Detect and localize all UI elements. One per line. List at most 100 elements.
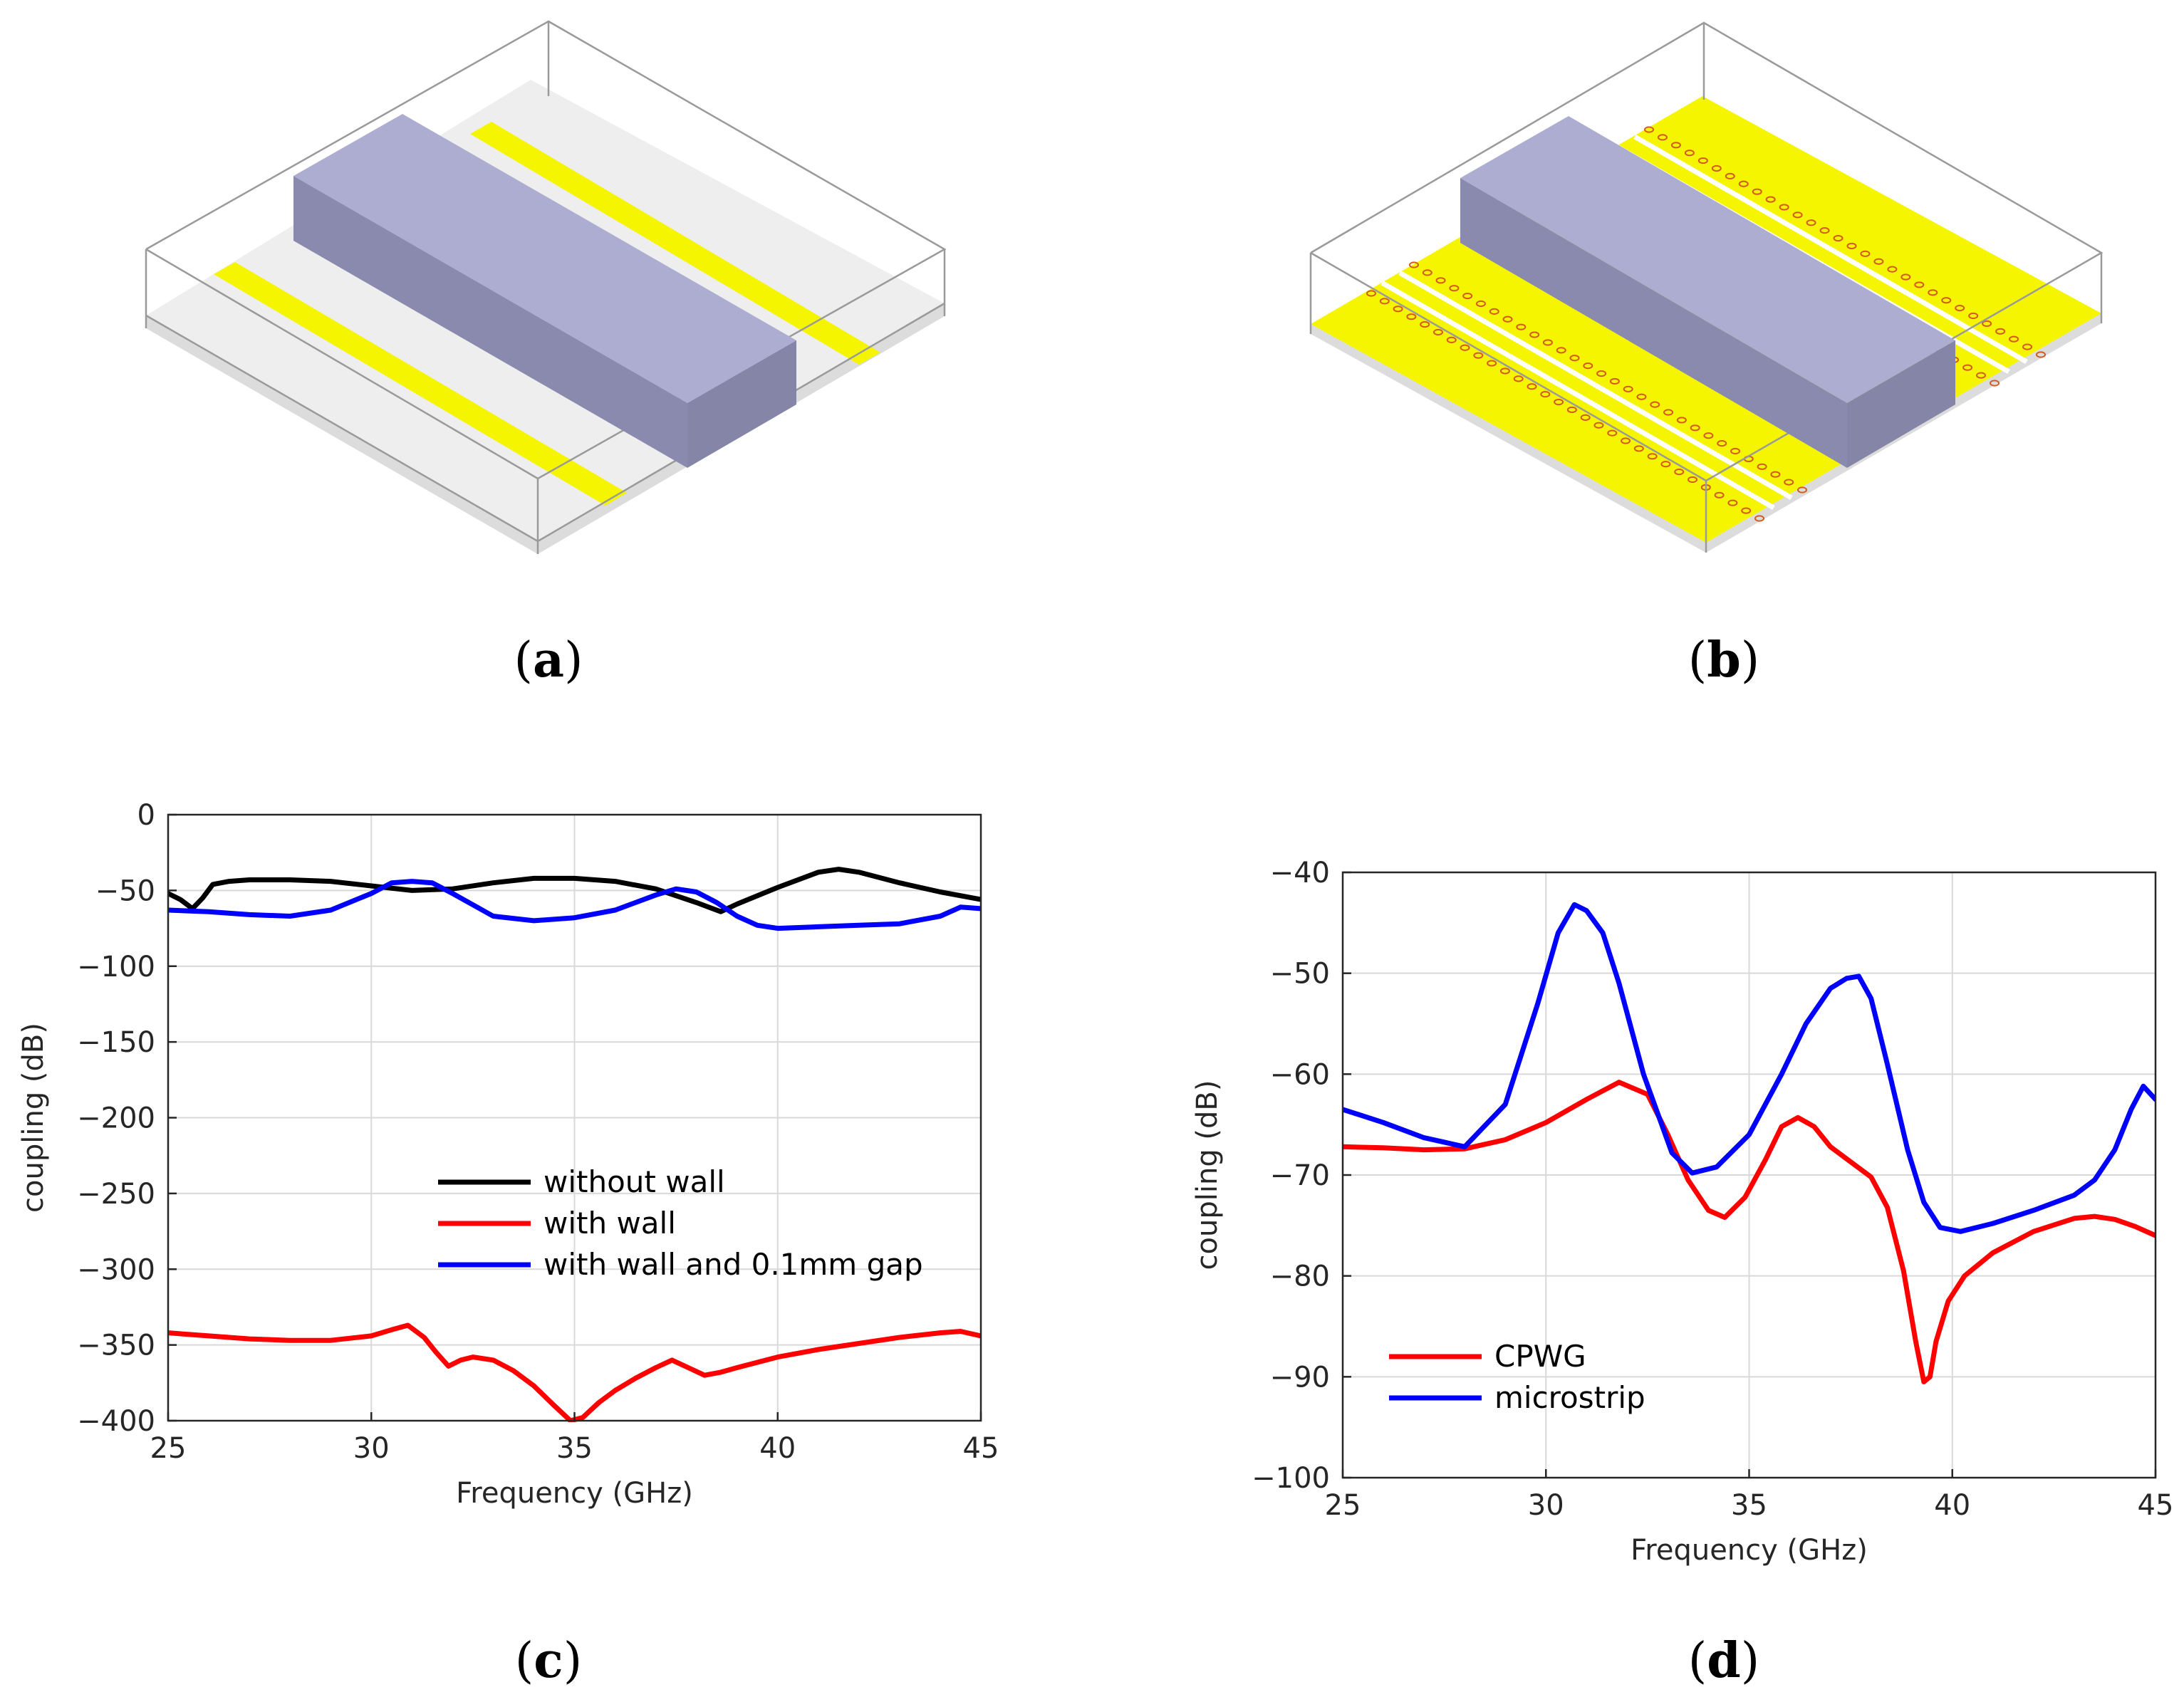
y-tick-label: −200 [77, 1102, 155, 1135]
via-hole [1435, 277, 1446, 284]
via-hole [1527, 383, 1537, 390]
via-hole [1393, 306, 1403, 313]
via-hole [1650, 401, 1660, 408]
panel-a-model [145, 20, 947, 554]
x-tick-label: 45 [2138, 1489, 2174, 1522]
y-tick-label: −150 [77, 1026, 155, 1059]
panel-d-caption: (d) [1688, 1632, 1760, 1689]
y-tick-label: −90 [1270, 1361, 1330, 1394]
via-hole [1770, 471, 1781, 478]
via-hole [1784, 479, 1794, 486]
via-hole [1540, 391, 1551, 398]
y-tick-label: −400 [77, 1405, 155, 1438]
via-hole [1499, 367, 1510, 375]
via-hole [1792, 212, 1803, 219]
via-hole [1516, 323, 1527, 330]
via-hole [1670, 142, 1681, 149]
series-line-with-wall-and-0-1mm-gap [168, 879, 981, 931]
via-hole [1542, 339, 1553, 346]
panel-a-strip-front [214, 262, 627, 506]
x-axis-label: Frequency (GHz) [1631, 1534, 1868, 1567]
via-hole [1741, 507, 1752, 514]
via-hole [1607, 429, 1618, 437]
via-hole [1995, 328, 2006, 335]
panel-b-wall-side [1847, 340, 1955, 468]
via-hole [1432, 328, 1443, 336]
y-tick-label: −300 [77, 1253, 155, 1286]
panel-b-model [1309, 21, 2104, 553]
legend-label: with wall and 0.1mm gap [544, 1247, 923, 1282]
via-hole [1797, 486, 1807, 494]
via-hole [1366, 290, 1376, 297]
via-hole [2009, 335, 2019, 343]
via-hole [1583, 362, 1593, 370]
via-hole [1460, 344, 1470, 351]
chart-c: 25 30 35 40 45 0 −50 −100 −150 −200 −250 −300 −350 −4… [17, 799, 999, 1510]
via-hole [2022, 343, 2033, 350]
via-hole [1609, 377, 1620, 385]
y-tick-label: −80 [1270, 1260, 1330, 1293]
panel-b-substrate-front [1311, 324, 1706, 553]
via-hole [1714, 491, 1725, 498]
via-hole [1887, 266, 1898, 273]
via-hole [1580, 414, 1591, 421]
via-hole [1513, 375, 1524, 382]
y-tick-label: −50 [95, 875, 155, 907]
via-hole [1636, 393, 1647, 400]
via-hole [1990, 380, 2000, 387]
via-hole [1593, 422, 1604, 429]
x-tick-label: 30 [1528, 1489, 1564, 1522]
y-tick-label: 0 [137, 799, 155, 832]
chart-d: 25 30 35 40 45 −40 −50 −60 −70 −80 −90 −100 Frequenc… [1191, 857, 2173, 1567]
via-hole [1717, 440, 1727, 447]
via-hole [1676, 417, 1687, 424]
panel-a-caption: (a) [514, 632, 583, 689]
via-hole [1738, 180, 1749, 187]
x-tick-label: 30 [353, 1432, 390, 1465]
via-hole [1569, 355, 1580, 362]
panel-a-wall-side [687, 340, 796, 468]
via-hole [1727, 499, 1738, 506]
series-line-without-wall [168, 867, 981, 914]
via-hole [1379, 298, 1390, 305]
via-hole [1446, 336, 1457, 343]
x-tick-label: 40 [1934, 1489, 1970, 1522]
y-axis-label: coupling (dB) [1191, 1080, 1224, 1270]
via-hole [1644, 126, 1654, 133]
y-tick-label: −100 [77, 951, 155, 983]
via-hole [2036, 351, 2046, 358]
panel-b-wall-top [1460, 116, 1955, 403]
x-tick-label: 40 [759, 1432, 796, 1465]
panel-a-wall-top [293, 114, 796, 403]
via-hole [1647, 453, 1658, 460]
via-hole [1487, 360, 1497, 367]
panel-b-caption: (b) [1688, 632, 1760, 689]
via-hole [1623, 385, 1633, 392]
via-hole [1663, 409, 1674, 416]
via-hole [1502, 315, 1513, 323]
via-hole [1779, 204, 1789, 211]
panel-b-air-box [1309, 21, 2104, 553]
via-hole [1819, 227, 1830, 234]
panel-a-wall-front [293, 176, 687, 468]
via-hole [1757, 463, 1767, 470]
via-hole [1406, 313, 1417, 320]
via-hole [1765, 196, 1776, 203]
y-tick-label: −60 [1270, 1058, 1330, 1091]
y-axis-label: coupling (dB) [17, 1023, 50, 1213]
via-hole [1833, 234, 1844, 242]
via-hole [1711, 165, 1722, 172]
via-hole [1621, 437, 1631, 444]
legend-label: microstrip [1494, 1380, 1645, 1415]
legend-label: CPWG [1494, 1339, 1586, 1374]
via-hole [1860, 250, 1871, 257]
via-hole [1554, 398, 1564, 406]
via-hole [1725, 172, 1735, 179]
via-hole [1529, 331, 1540, 338]
via-hole [1962, 364, 1973, 371]
series-line-cpwg [1343, 1080, 2156, 1384]
via-hole [1566, 406, 1577, 414]
panel-c-caption: (c) [515, 1632, 582, 1689]
via-hole [1914, 281, 1925, 288]
x-tick-label: 45 [963, 1432, 999, 1465]
